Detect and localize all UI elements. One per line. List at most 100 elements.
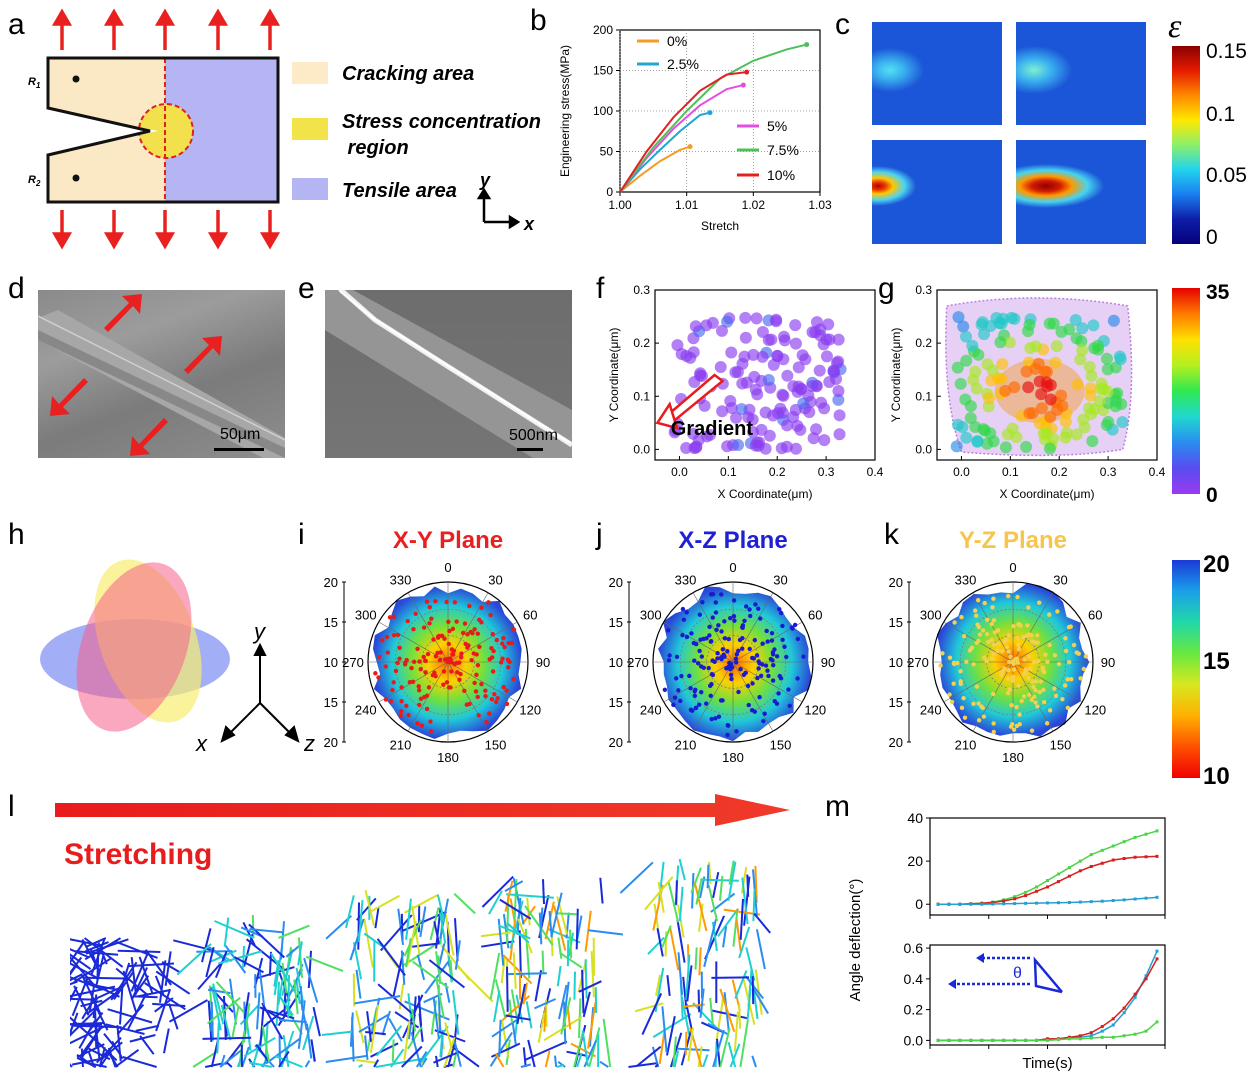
polar-point: [490, 669, 496, 674]
polar-angle-label: 270: [342, 655, 364, 670]
fiber: [197, 960, 224, 991]
fiber: [390, 1048, 405, 1068]
polar-point: [411, 627, 416, 632]
fiber: [738, 926, 751, 959]
polar-point: [780, 637, 785, 643]
theta-label: θ: [1013, 965, 1022, 982]
polar-point: [976, 718, 982, 723]
polar-point: [681, 617, 687, 622]
fiber: [403, 1020, 411, 1061]
fiber: [520, 1063, 532, 1068]
polar-spoke: [692, 661, 734, 732]
polar-point: [989, 621, 994, 627]
polar-point: [1016, 647, 1022, 652]
chart-b-series-end: [687, 144, 693, 150]
chart-g-point: [1077, 413, 1090, 426]
fiber: [752, 888, 756, 922]
chart-m-bottom-marker: [1046, 1037, 1049, 1041]
fiber: [739, 898, 744, 940]
fiber: [739, 1019, 749, 1068]
polar-point: [479, 605, 484, 611]
chart-f-point: [690, 441, 703, 454]
fiber: [744, 975, 764, 1000]
polar-point: [448, 685, 453, 690]
polar-point: [457, 660, 462, 665]
chart-f-point: [735, 403, 748, 416]
chart-g-point: [951, 361, 964, 374]
chart-g-ytick-label: 0.0: [915, 442, 932, 456]
polar-point: [680, 606, 686, 612]
polar-point: [428, 729, 434, 734]
legend-swatch-cracking: [292, 62, 328, 84]
fiber: [310, 1039, 316, 1062]
fiber: [508, 999, 514, 1024]
chart-g-point: [975, 318, 988, 331]
chart-f-xtick-label: 0.1: [720, 465, 737, 479]
fiber: [684, 1031, 688, 1055]
fiber: [403, 943, 437, 966]
legend-swatch-stress: [292, 118, 328, 140]
polar-point: [708, 693, 713, 698]
chart-m-bottom-marker: [1100, 1025, 1104, 1029]
polar-point: [716, 623, 721, 628]
chart-m-top-marker: [1133, 855, 1137, 859]
polar-point: [441, 669, 447, 674]
polar-point: [1006, 633, 1012, 638]
fiber: [539, 907, 544, 936]
chart-m-bottom-marker: [1067, 1035, 1071, 1039]
chart-m-top-marker: [1144, 855, 1148, 859]
polar-radial-label: 15: [889, 615, 903, 630]
polar-point: [947, 655, 953, 660]
chart-g-point: [956, 420, 969, 433]
chart-f-point: [777, 330, 790, 343]
cracking-area-shape-overlay: [48, 108, 158, 155]
strain-map-1: [872, 22, 1002, 125]
fiber: [655, 974, 662, 996]
fiber: [728, 860, 735, 885]
fiber: [666, 1016, 676, 1056]
chart-g-point: [950, 440, 963, 453]
polar-point: [722, 619, 727, 624]
polar-angle-label: 30: [488, 573, 502, 588]
fiber: [261, 1025, 270, 1063]
chart-m-top-marker: [1078, 900, 1082, 904]
fiber: [719, 875, 724, 901]
fiber: [489, 1031, 513, 1067]
polar-point: [477, 644, 482, 650]
chart-f-point: [789, 337, 802, 350]
chart-g-point: [960, 431, 973, 444]
chart-f-point: [729, 366, 742, 379]
chart-g-point: [1070, 332, 1083, 345]
fiber: [692, 1002, 720, 1032]
fiber: [243, 1036, 276, 1058]
fiber: [480, 931, 511, 938]
polar-point: [444, 658, 449, 663]
polar-point: [501, 684, 506, 690]
chart-m-bottom-marker: [1155, 957, 1159, 961]
polar-point: [1037, 689, 1042, 695]
polar-point: [448, 656, 453, 661]
fiber: [130, 951, 150, 992]
chart-f-xtick-label: 0.0: [671, 465, 688, 479]
chart-m-top-marker: [1100, 899, 1104, 903]
fiber: [509, 900, 524, 949]
chart-g-point: [1114, 353, 1127, 366]
fiber: [506, 922, 530, 944]
polar-point: [1041, 699, 1047, 705]
fiber: [419, 906, 427, 938]
fiber: [349, 918, 365, 961]
fiber: [406, 920, 417, 966]
tension-arrows-top: [51, 8, 281, 50]
polar-point: [458, 671, 463, 677]
fiber: [439, 912, 447, 944]
fiber: [575, 908, 579, 950]
polar-point: [709, 681, 714, 687]
polar-point: [1010, 678, 1015, 683]
polar-point: [1006, 676, 1011, 681]
fiber: [522, 1047, 527, 1068]
fiber: [755, 929, 766, 970]
polar-point: [477, 617, 482, 623]
panel-c-strain-maps: [872, 22, 1162, 244]
colorbar-c-tick-3: 0: [1206, 226, 1218, 249]
chart-m-top-marker: [1024, 894, 1028, 898]
